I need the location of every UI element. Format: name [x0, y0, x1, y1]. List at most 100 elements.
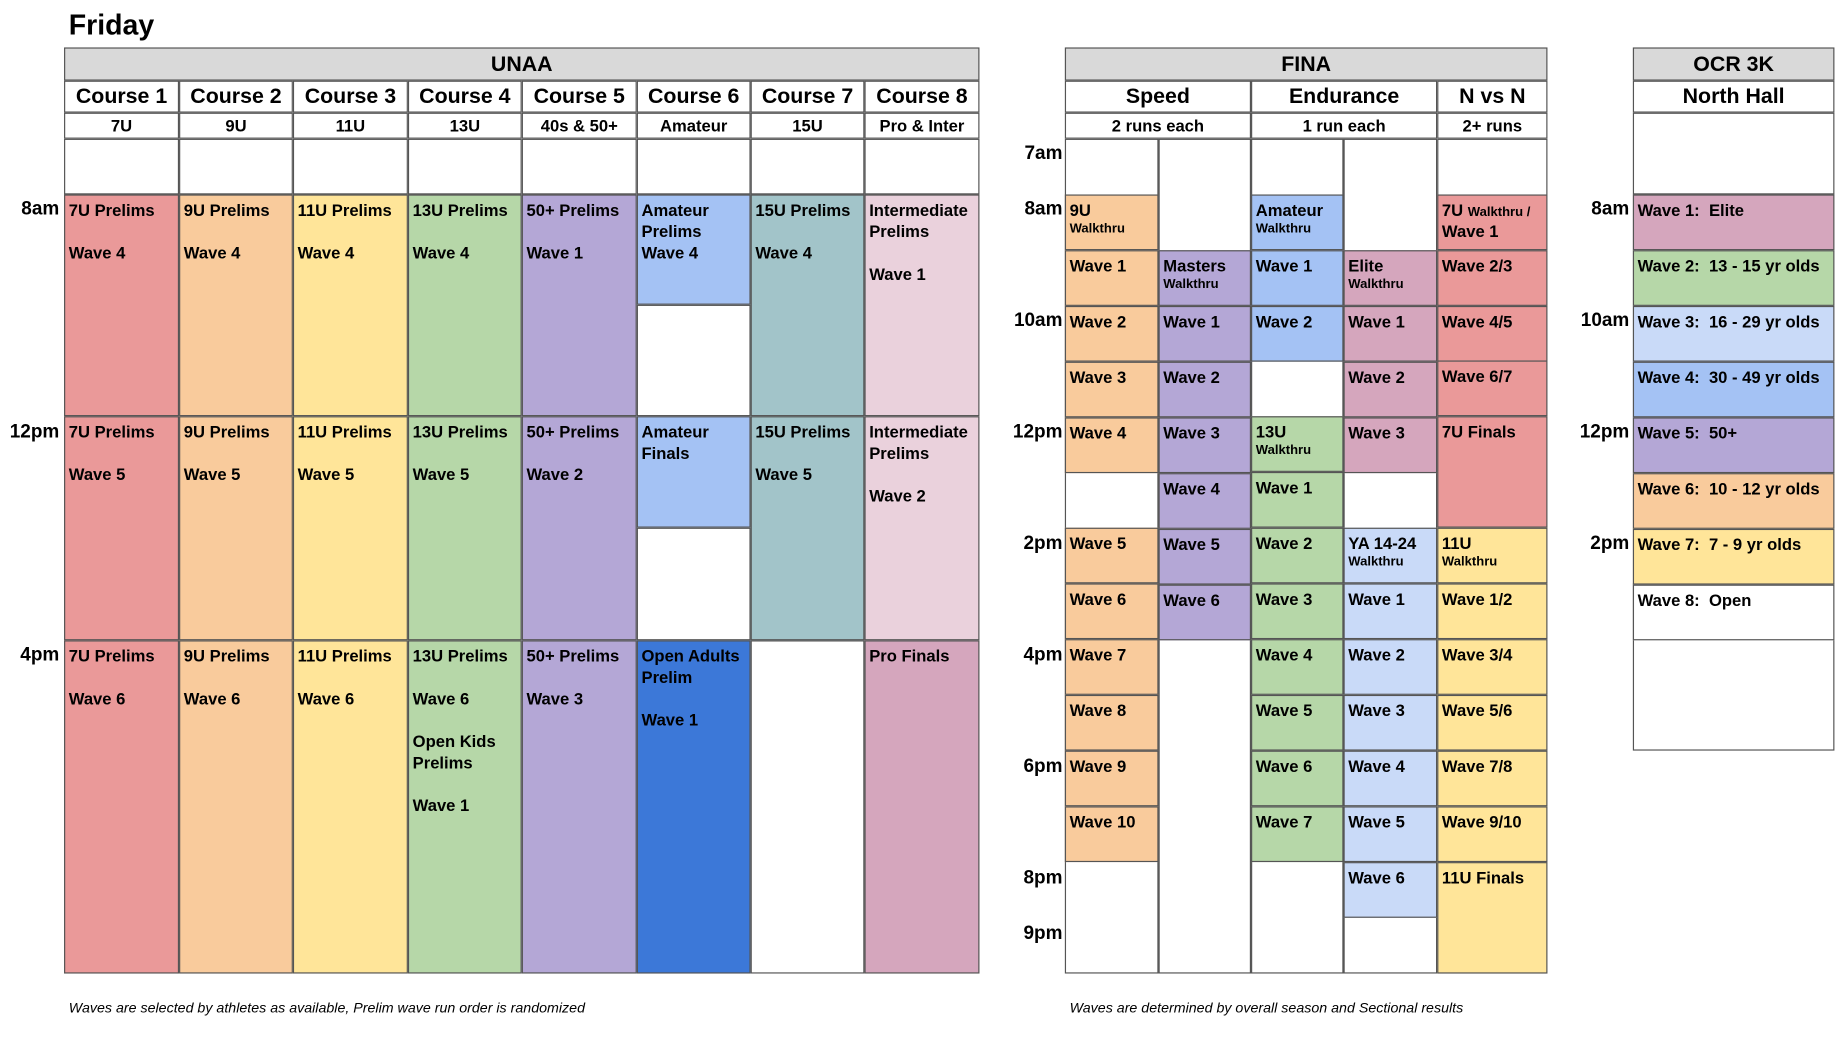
block-text: Wave 5: [68, 464, 126, 484]
course-age: Pro & Inter: [864, 112, 980, 139]
block-text: Wave 4: 30 - 49 yr olds: [1637, 367, 1820, 387]
empty-slot: [407, 138, 522, 195]
schedule-block: Wave 6: [1343, 862, 1438, 918]
block-text: Wave 9: [1069, 756, 1127, 776]
group-header: Speed: [1064, 80, 1252, 113]
block-text: 9U Prelims: [183, 200, 270, 220]
block-text: Wave 2: [1348, 645, 1405, 665]
schedule-block: Amateur Walkthru: [1251, 194, 1344, 251]
block-text: Wave 4: [183, 243, 241, 263]
block-text: 11U Finals: [1441, 868, 1525, 887]
block-text: Wave 6: [68, 688, 126, 708]
block-text: Wave 5: [1255, 700, 1313, 720]
block-text: Wave 1: Elite: [1637, 200, 1745, 220]
walkthru-label: Walkthru: [1069, 221, 1125, 236]
schedule-block: Wave 1: [1158, 305, 1252, 362]
schedule-block: Wave 1: [1251, 250, 1344, 306]
block-text: Wave 5: [297, 464, 355, 484]
block-text: Wave 4: [297, 243, 355, 263]
block-text: Wave 1: [1255, 256, 1313, 276]
block-text: Wave 4: [1348, 756, 1405, 776]
block-text: Wave 5: 50+: [1637, 423, 1738, 443]
schedule-block: 11U Finals: [1437, 862, 1548, 974]
time-label: 4pm: [1023, 645, 1063, 666]
block-text: 9U Prelims: [183, 646, 270, 666]
block-text: 13U: [1255, 422, 1287, 442]
schedule-block: 15U Prelims Wave 5: [750, 416, 865, 641]
block-text: Amateur: [1255, 200, 1324, 220]
block-text: 11U Prelims: [297, 646, 392, 666]
schedule-block: Wave 5: [1343, 806, 1438, 863]
time-label: 12pm: [9, 422, 60, 443]
block-text: Wave 3: [1348, 423, 1405, 443]
block-text: Wave 2: [1163, 367, 1220, 387]
schedule-block: Wave 1: Elite: [1632, 194, 1835, 251]
walkthru-label: Walkthru: [1255, 443, 1312, 458]
block-text: Wave 5: [755, 464, 812, 484]
line-gap: [413, 709, 517, 730]
schedule-block: Wave 8: [1064, 694, 1159, 751]
block-text: 50+ Prelims: [526, 646, 620, 666]
schedule-block: 11U Prelims Wave 6: [292, 640, 408, 974]
walkthru-label: Walkthru: [1348, 277, 1404, 292]
schedule-block: Wave 10: [1064, 806, 1159, 863]
schedule-block: Wave 5: [1251, 694, 1344, 751]
empty-slot: [179, 138, 293, 195]
time-label: 9pm: [1023, 923, 1063, 944]
schedule-block: Amateur Prelims Wave 4: [636, 194, 751, 305]
line-gap: [755, 221, 859, 242]
ocr-title: OCR 3K: [1632, 47, 1835, 81]
schedule-block: Wave 1: [1343, 305, 1438, 362]
schedule-block: Wave 3: 16 - 29 yr olds: [1632, 305, 1835, 362]
block-text: Wave 10: [1069, 812, 1136, 832]
group-runs: 2 runs each: [1064, 112, 1252, 139]
line-gap: [413, 666, 517, 687]
schedule-block: Wave 3: [1343, 694, 1438, 751]
schedule-block: 7U Prelims Wave 6: [64, 640, 180, 974]
block-text: Wave 2: 13 - 15 yr olds: [1637, 256, 1820, 276]
schedule-block: 9U Prelims Wave 6: [179, 640, 293, 974]
line-gap: [69, 442, 175, 463]
block-text: Wave 2: [1255, 311, 1313, 331]
time-label: 8am: [1024, 199, 1063, 220]
schedule-block: Wave 1: [1343, 583, 1438, 640]
schedule-block: 13U Prelims Wave 6 Open Kids Prelims Wave 1: [407, 640, 522, 974]
empty-slot: [750, 138, 865, 195]
schedule-block: 50+ Prelims Wave 2: [521, 416, 637, 641]
block-text: Wave 4: [1255, 645, 1313, 665]
block-text: Wave 2: [1069, 311, 1127, 331]
block-text: Wave 6: 10 - 12 yr olds: [1637, 479, 1820, 499]
block-text: Wave 1/2: [1441, 589, 1513, 609]
line-gap: [413, 773, 517, 794]
empty-slot: [64, 138, 180, 195]
schedule-block: 9U Prelims Wave 5: [179, 416, 293, 641]
schedule-block: 13U Prelims Wave 5: [407, 416, 522, 641]
schedule-block: Wave 4: [1343, 750, 1438, 807]
walkthru-label: Walkthru: [1441, 554, 1498, 570]
schedule-block: Pro Finals: [864, 640, 980, 974]
line-gap: [413, 221, 517, 242]
block-text: 7U Walkthru /: [1441, 200, 1531, 220]
line-gap: [526, 221, 632, 242]
time-label: 8am: [21, 199, 60, 220]
block-text: Wave 7/8: [1441, 756, 1513, 776]
block-text: Wave 5: [412, 464, 470, 484]
block-text: Wave 3: [526, 688, 584, 708]
line-gap: [184, 666, 288, 687]
schedule-block: 15U Prelims Wave 4: [750, 194, 865, 417]
course-header: Course 4: [407, 80, 522, 113]
schedule-block: Wave 3/4: [1437, 639, 1548, 695]
block-text: 7U Finals: [1441, 422, 1516, 442]
schedule-block: Wave 6: [1064, 583, 1159, 640]
block-text: 15U Prelims: [755, 422, 851, 442]
schedule-block: 11U Walkthru: [1437, 527, 1548, 584]
schedule-block: Wave 1: [1064, 250, 1159, 306]
block-text: Wave 2: [526, 464, 584, 484]
schedule-block: Wave 2: [1251, 305, 1344, 362]
course-header: Course 8: [864, 80, 980, 113]
schedule-block: Wave 8: Open: [1632, 584, 1835, 641]
time-label: 8pm: [1023, 868, 1063, 889]
block-text: Amateur Prelims: [641, 200, 714, 241]
block-text: Wave 4: [641, 243, 699, 263]
schedule-block: Wave 5/6: [1437, 694, 1548, 751]
